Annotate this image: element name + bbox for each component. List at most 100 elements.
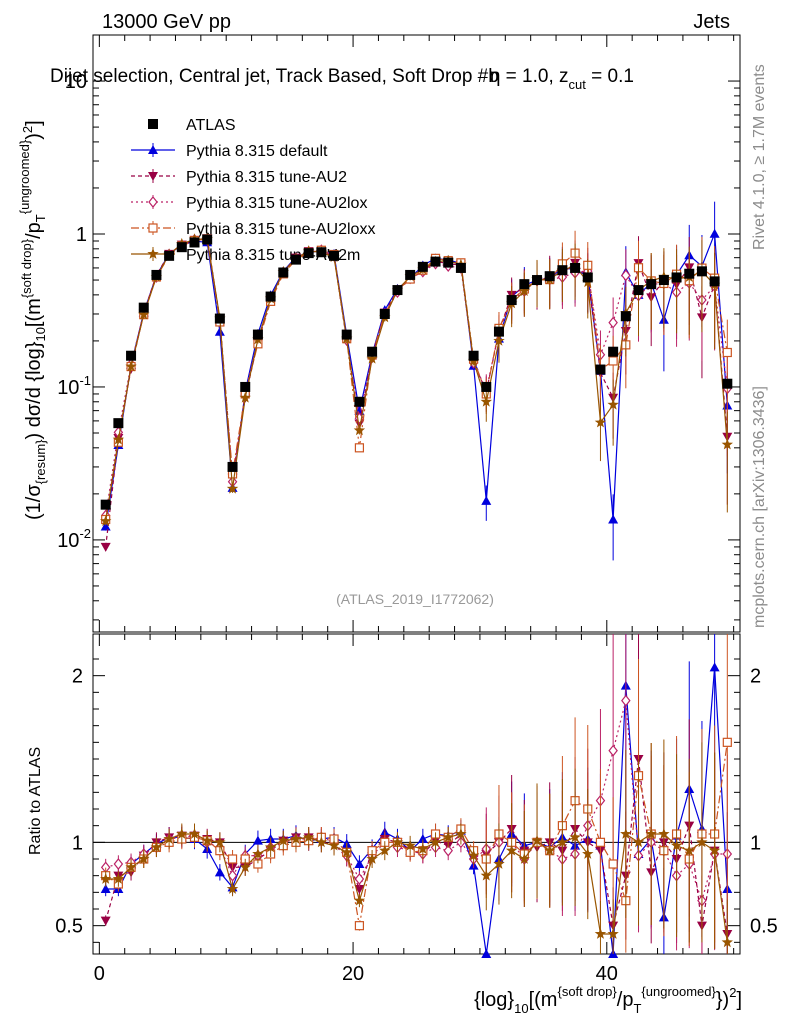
legend-marker (147, 248, 159, 259)
data-point (125, 360, 137, 372)
legend-label: Pythia 8.315 tune-AU2lox (186, 195, 367, 212)
data-point (354, 921, 365, 931)
data-point (188, 828, 201, 839)
rivet-label: Rivet 4.1.0, ≥ 1.7M events (751, 64, 768, 250)
data-point-atlas (367, 346, 378, 357)
plot-title: Dijet selection, Central jet, Track Base… (50, 66, 634, 92)
data-point-atlas (303, 248, 314, 259)
data-point (112, 873, 125, 884)
series-atlas (100, 234, 733, 510)
data-point-atlas (100, 499, 111, 510)
series-ratio-0 (100, 634, 733, 958)
data-point-atlas (417, 261, 428, 272)
ratio-frame (92, 633, 741, 955)
series-line (105, 238, 728, 520)
data-point-atlas (214, 313, 225, 324)
data-point-atlas (240, 381, 251, 392)
data-point-atlas (506, 295, 517, 306)
data-point-atlas (544, 271, 555, 282)
data-point (252, 835, 263, 845)
data-point (239, 391, 251, 403)
legend-label: ATLAS (186, 117, 236, 134)
data-point (379, 844, 391, 856)
data-point-atlas (468, 350, 479, 361)
x-tick-label: 0 (94, 963, 105, 985)
data-point (201, 834, 213, 846)
series-line (105, 758, 728, 935)
data-point-atlas (608, 346, 619, 357)
data-point (696, 836, 708, 848)
data-point (455, 828, 467, 839)
plot-title-main: Dijet selection, Central jet, Track Base… (50, 66, 499, 87)
data-point (429, 836, 442, 848)
data-point-atlas (341, 329, 352, 340)
data-point-atlas (519, 279, 530, 290)
data-point (366, 853, 378, 864)
data-point (670, 839, 683, 851)
data-point (645, 828, 657, 839)
data-point (315, 836, 328, 848)
legend-entry: Pythia 8.315 tune-AU2lox (131, 195, 367, 212)
data-point (683, 844, 695, 856)
data-point (480, 869, 492, 881)
data-point (505, 844, 518, 856)
data-point (100, 515, 112, 526)
data-point (481, 495, 492, 505)
series-line (105, 233, 728, 527)
legend-entry: ATLAS (148, 117, 236, 134)
data-point (100, 873, 112, 884)
data-point (138, 308, 150, 320)
data-point-atlas (671, 272, 682, 283)
data-point-atlas (658, 275, 669, 286)
analysis-watermark: (ATLAS_2019_I1772062) (336, 591, 494, 607)
legend: ATLAS Pythia 8.315 default Pythia 8.315 tu… (131, 117, 375, 264)
series-line (105, 700, 728, 903)
data-point (594, 416, 607, 428)
data-point-atlas (113, 418, 124, 429)
series-ratio-3 (101, 634, 732, 953)
main-ylabel: (1/σ{resum}) dσ/d {log}10[(m{soft drop}/… (17, 120, 48, 520)
legend-entry: Pythia 8.315 tune-AU2loxx (131, 221, 375, 238)
data-point-atlas (176, 242, 187, 253)
data-point (709, 662, 720, 672)
data-point (366, 352, 378, 364)
data-point (518, 285, 530, 296)
data-point (290, 833, 302, 844)
plot-title-tail: = 0.1 (586, 66, 634, 87)
mcplots-label: mcplots.cern.ch [arXiv:1306.3436] (751, 386, 768, 628)
ratio-tick-label-left: 2 (72, 666, 83, 688)
data-point-atlas (138, 302, 149, 313)
data-point (709, 228, 720, 238)
data-point (442, 831, 454, 843)
plot-title-beta: η = 1.0, z (490, 66, 569, 87)
series-line (105, 238, 728, 516)
data-point (658, 828, 670, 839)
ratio-tick-label-right: 2 (750, 666, 761, 688)
data-point (100, 884, 111, 893)
data-point (113, 858, 124, 870)
data-point (417, 834, 428, 843)
data-point (252, 848, 264, 859)
data-point-atlas (696, 266, 707, 277)
data-point (467, 849, 480, 861)
data-point (608, 859, 618, 869)
series-main-4 (100, 232, 733, 526)
data-point (544, 844, 556, 856)
series-line (105, 832, 728, 943)
data-point (708, 844, 721, 856)
header-right: Jets (693, 11, 730, 33)
ratio-tick-label-right: 1 (750, 832, 761, 854)
ratio-tick-label-left: 1 (72, 832, 83, 854)
data-point (607, 398, 619, 410)
data-point-atlas (493, 326, 504, 337)
main-frame (92, 34, 741, 633)
data-point (582, 848, 594, 859)
legend-label: Pythia 8.315 tune-AU2loxx (186, 221, 375, 238)
data-point (391, 836, 404, 848)
data-point (354, 873, 365, 885)
data-point (100, 542, 111, 552)
data-point (417, 843, 429, 854)
data-point-atlas (570, 262, 581, 273)
data-point (138, 853, 150, 864)
